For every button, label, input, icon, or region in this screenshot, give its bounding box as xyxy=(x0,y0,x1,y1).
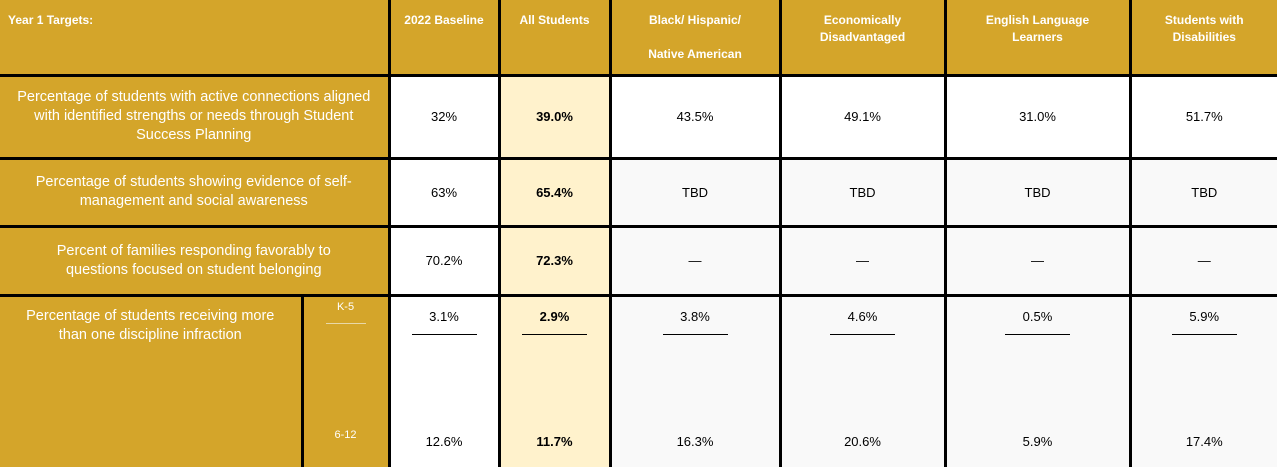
cell-swd: 51.7% xyxy=(1128,73,1277,160)
cell-econ: TBD xyxy=(778,156,947,228)
cell-econ: — xyxy=(778,224,947,297)
table-row: Percentage of students with active conne… xyxy=(0,73,1277,160)
table-row: Percentage of students showing evidence … xyxy=(0,156,1277,228)
cell-ell: — xyxy=(943,224,1132,297)
cell-ell: TBD xyxy=(943,156,1132,228)
row-label: Percentage of students with active conne… xyxy=(0,73,391,160)
header-baseline: 2022 Baseline xyxy=(387,0,501,77)
cell-econ: 4.6% 20.6% xyxy=(778,293,947,467)
cell-all-students: 39.0% xyxy=(497,73,612,160)
header-ell: English Language Learners xyxy=(943,0,1132,77)
header-all-students: All Students xyxy=(497,0,612,77)
cell-all-students: 2.9% 11.7% xyxy=(497,293,612,467)
header-swd: Students with Disabilities xyxy=(1128,0,1277,77)
cell-bhn: 43.5% xyxy=(608,73,782,160)
row-label: Percentage of students receiving more th… xyxy=(0,293,304,467)
cell-swd: TBD xyxy=(1128,156,1277,228)
header-row: Year 1 Targets: 2022 Baseline All Studen… xyxy=(0,0,1277,77)
grade-labels: K-5 6-12 xyxy=(300,293,391,467)
cell-baseline: 70.2% xyxy=(387,224,501,297)
cell-bhn: — xyxy=(608,224,782,297)
cell-bhn: TBD xyxy=(608,156,782,228)
header-title: Year 1 Targets: xyxy=(0,0,391,77)
cell-swd: 5.9% 17.4% xyxy=(1128,293,1277,467)
cell-all-students: 65.4% xyxy=(497,156,612,228)
cell-econ: 49.1% xyxy=(778,73,947,160)
cell-ell: 0.5% 5.9% xyxy=(943,293,1132,467)
cell-swd: — xyxy=(1128,224,1277,297)
table-row: Percent of families responding favorably… xyxy=(0,224,1277,297)
cell-ell: 31.0% xyxy=(943,73,1132,160)
cell-baseline: 3.1% 12.6% xyxy=(387,293,501,467)
cell-all-students: 72.3% xyxy=(497,224,612,297)
cell-baseline: 63% xyxy=(387,156,501,228)
cell-baseline: 32% xyxy=(387,73,501,160)
table-row-discipline: Percentage of students receiving more th… xyxy=(0,293,1277,467)
header-black-hispanic-native: Black/ Hispanic/Native American xyxy=(608,0,782,77)
header-econ-disadvantaged: Economically Disadvantaged xyxy=(778,0,947,77)
cell-bhn: 3.8% 16.3% xyxy=(608,293,782,467)
row-label: Percentage of students showing evidence … xyxy=(0,156,391,228)
row-label: Percent of families responding favorably… xyxy=(0,224,391,297)
